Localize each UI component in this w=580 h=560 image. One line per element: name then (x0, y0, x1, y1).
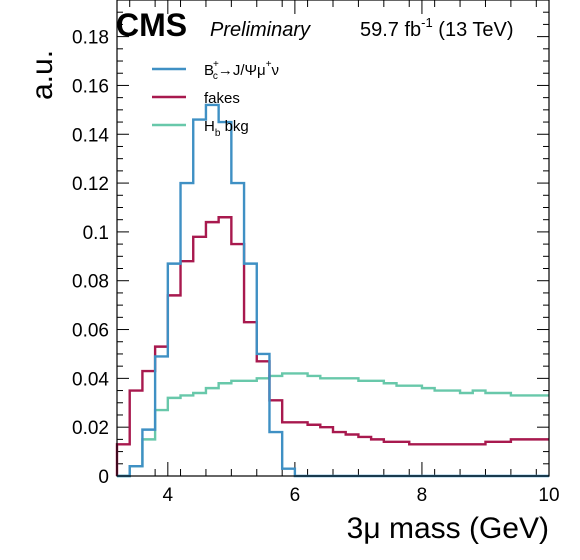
x-tick-label: 4 (163, 485, 174, 506)
legend-label-hb: Hb bkg (204, 118, 249, 139)
luminosity-label: 59.7 fb-1 (13 TeV) (360, 15, 514, 41)
legend: B+ c→J/Ψμ+ν fakes Hb bkg (152, 59, 279, 139)
lumi-energy: (13 TeV) (433, 19, 514, 41)
lumi-exponent: -1 (421, 15, 433, 30)
preliminary-label: Preliminary (210, 19, 311, 41)
histogram-line-1 (115, 216, 549, 476)
x-axis-title: 3μ mass (GeV) (347, 512, 549, 545)
y-tick-label: 0.12 (72, 174, 109, 195)
axis-ticks: 0 0.02 0.04 0.06 0.08 0.1 0.12 0.14 0.16 0.18 4 6 8 1… (72, 0, 560, 506)
y-tick-label: 0.16 (72, 76, 109, 97)
cms-label: CMS (116, 7, 187, 43)
y-tick-label: 0 (98, 467, 109, 488)
histogram-line-0 (117, 103, 549, 478)
legend-label-fakes: fakes (204, 90, 240, 107)
plot-frame (116, 0, 550, 477)
y-axis-title: a.u. (26, 50, 59, 100)
histogram-line-2 (117, 372, 549, 478)
y-tick-label: 0.14 (72, 125, 109, 146)
x-tick-label: 6 (290, 485, 301, 506)
y-tick-label: 0.1 (83, 223, 109, 244)
y-tick-label: 0.06 (72, 321, 109, 342)
x-tick-label: 8 (417, 485, 428, 506)
y-tick-label: 0.18 (72, 28, 109, 49)
y-tick-label: 0.08 (72, 272, 109, 293)
y-tick-label: 0.02 (72, 418, 109, 439)
lumi-value: 59.7 fb (360, 19, 421, 41)
histogram-series (115, 103, 549, 478)
y-tick-label: 0.04 (72, 369, 109, 390)
x-tick-label: 10 (538, 485, 559, 506)
legend-label-bc: B+ c→J/Ψμ+ν (204, 59, 279, 82)
